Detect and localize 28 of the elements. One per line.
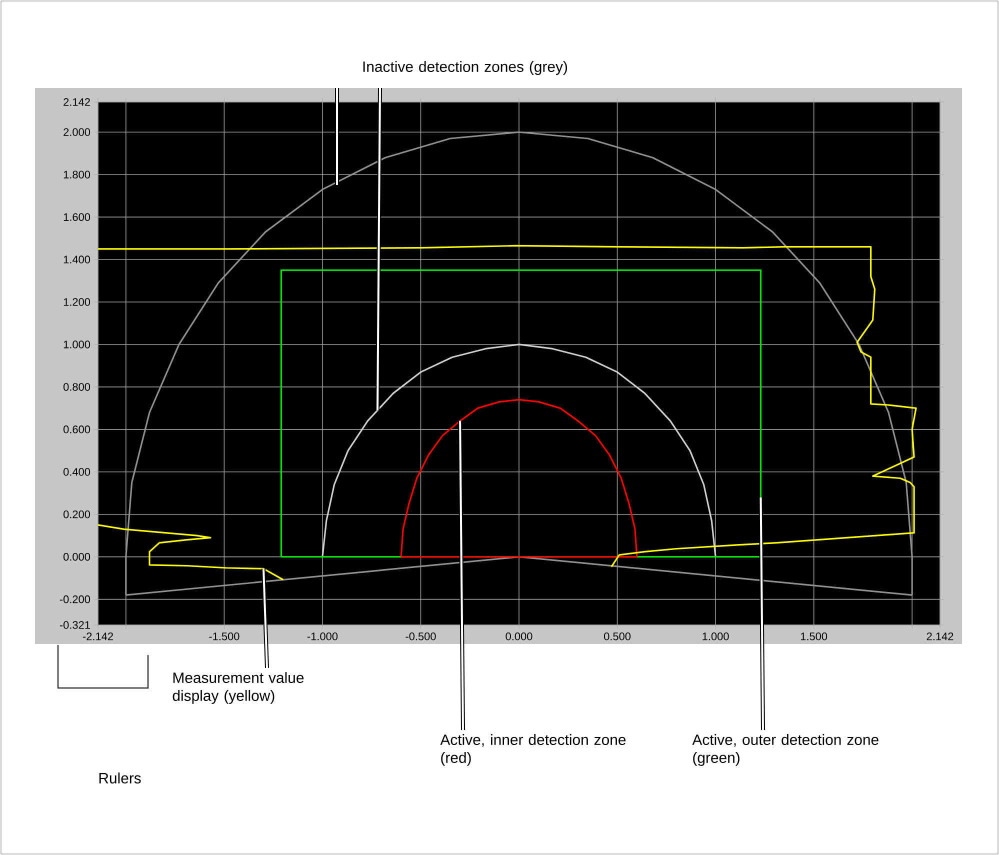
annotation: Measurement value display (yellow) xyxy=(172,672,304,704)
y-tick-label: 0.400 xyxy=(63,468,90,476)
x-tick-label: 2.142 xyxy=(926,632,954,640)
annotation: Inactive detection zones (grey) xyxy=(363,61,568,75)
x-tick-label: -1.000 xyxy=(307,632,338,640)
y-tick-label: -0.321 xyxy=(60,621,90,629)
x-tick-label: -0.500 xyxy=(406,632,436,640)
annotation: Active, outer detection zone (green) xyxy=(692,734,878,766)
y-tick-label: 0.200 xyxy=(63,510,90,518)
text: Rulers xyxy=(99,772,141,784)
x-tick-label: 1.000 xyxy=(702,632,729,640)
y-tick-label: -0.200 xyxy=(60,595,90,604)
y-tick-label: 1.200 xyxy=(64,298,90,306)
y-tick-label: 1.800 xyxy=(64,170,90,178)
y-tick-label: 2.000 xyxy=(64,128,90,136)
x-tick-label: 0.500 xyxy=(604,632,631,640)
y-tick-label: 0.800 xyxy=(63,383,90,391)
y-tick-label: 0.600 xyxy=(63,426,90,434)
x-tick-label: 1.500 xyxy=(800,632,828,640)
y-tick-label: 2.142 xyxy=(64,98,90,106)
x-tick-label: -2.142 xyxy=(82,632,113,640)
y-tick-label: 1.000 xyxy=(64,340,90,348)
y-tick-label: 1.600 xyxy=(64,213,90,221)
y-tick-label: 1.400 xyxy=(64,256,90,264)
annotation: Active, inner detection zone (red) xyxy=(440,734,626,766)
x-tick-label: -1.500 xyxy=(209,632,240,640)
y-tick-label: 0.000 xyxy=(63,552,90,561)
x-tick-label: 0.000 xyxy=(506,632,532,640)
